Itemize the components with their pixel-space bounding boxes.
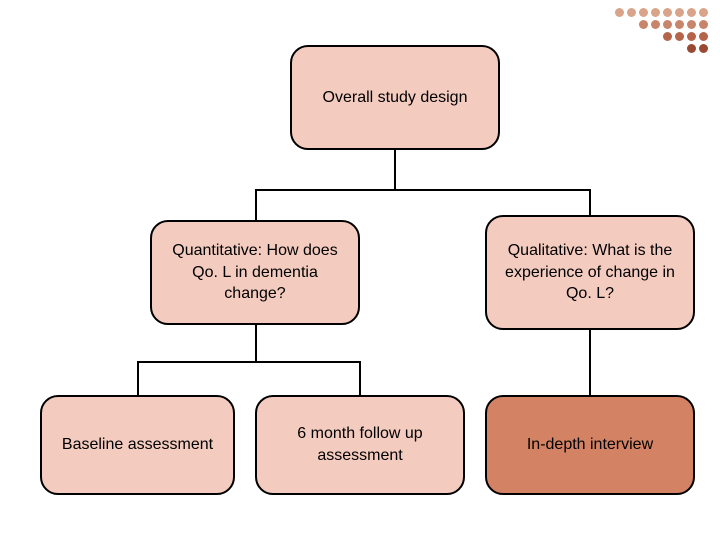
node-label: 6 month follow up assessment [267, 423, 453, 466]
decoration-dot [651, 8, 660, 17]
connector [137, 361, 361, 363]
decoration-dot [615, 8, 624, 17]
decoration-dot [639, 8, 648, 17]
decoration-dot [639, 20, 648, 29]
connector [255, 325, 257, 362]
node-interview: In-depth interview [485, 395, 695, 495]
decoration-dot [687, 44, 696, 53]
decoration-dot [663, 20, 672, 29]
node-label: In-depth interview [527, 434, 653, 456]
node-baseline: Baseline assessment [40, 395, 235, 495]
decoration-dot [675, 20, 684, 29]
decoration-dot [699, 8, 708, 17]
decoration-dot [675, 32, 684, 41]
decoration-dot [687, 8, 696, 17]
node-followup: 6 month follow up assessment [255, 395, 465, 495]
connector [255, 189, 257, 221]
node-quant: Quantitative: How does Qo. L in dementia… [150, 220, 360, 325]
decoration-dot [699, 32, 708, 41]
decoration-dot [663, 8, 672, 17]
corner-decoration [615, 8, 708, 53]
decoration-dot [699, 20, 708, 29]
decoration-dot [675, 8, 684, 17]
decoration-dot [627, 8, 636, 17]
connector [255, 189, 591, 191]
decoration-dot [687, 32, 696, 41]
node-label: Quantitative: How does Qo. L in dementia… [162, 240, 348, 305]
node-qual: Qualitative: What is the experience of c… [485, 215, 695, 330]
decoration-dot [651, 20, 660, 29]
connector [589, 330, 591, 395]
connector [589, 189, 591, 216]
decoration-dot [663, 32, 672, 41]
decoration-dot [699, 44, 708, 53]
connector [394, 150, 396, 190]
node-label: Qualitative: What is the experience of c… [497, 240, 683, 305]
node-root: Overall study design [290, 45, 500, 150]
node-label: Baseline assessment [62, 434, 213, 456]
decoration-dot [687, 20, 696, 29]
node-label: Overall study design [323, 87, 468, 109]
connector [359, 361, 361, 396]
connector [137, 361, 139, 396]
